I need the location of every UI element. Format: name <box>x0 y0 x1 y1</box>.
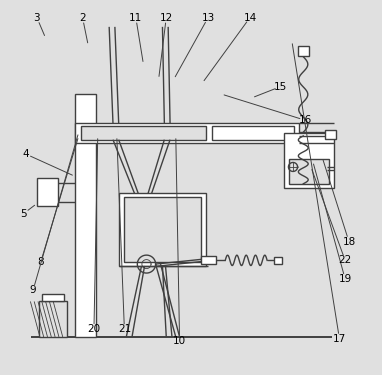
Bar <box>201 256 216 264</box>
Text: 4: 4 <box>22 149 29 159</box>
Text: 8: 8 <box>37 257 44 267</box>
Bar <box>75 123 299 142</box>
Text: 2: 2 <box>79 12 86 22</box>
Bar <box>212 126 294 140</box>
Bar <box>284 134 334 188</box>
Text: 10: 10 <box>173 336 186 346</box>
Text: 16: 16 <box>299 115 312 125</box>
Bar <box>125 197 201 262</box>
Text: 20: 20 <box>87 324 100 334</box>
Text: 21: 21 <box>118 324 131 334</box>
Bar <box>274 256 282 264</box>
Text: 12: 12 <box>160 12 173 22</box>
Text: 18: 18 <box>342 237 356 247</box>
Bar <box>42 294 64 302</box>
Bar <box>37 178 58 206</box>
Text: 3: 3 <box>34 12 40 22</box>
Text: 17: 17 <box>333 334 346 344</box>
Bar <box>81 126 206 140</box>
Text: 15: 15 <box>274 82 287 92</box>
Text: 5: 5 <box>20 209 27 219</box>
Bar <box>289 159 329 184</box>
Text: 14: 14 <box>243 12 257 22</box>
Bar <box>75 94 96 337</box>
Text: 19: 19 <box>338 274 352 284</box>
Bar <box>39 302 67 337</box>
Text: 11: 11 <box>129 12 142 22</box>
Bar <box>119 193 206 266</box>
Bar <box>298 45 309 56</box>
Text: 13: 13 <box>201 12 215 22</box>
Text: 22: 22 <box>338 255 352 266</box>
Text: 9: 9 <box>30 285 36 295</box>
Bar <box>325 130 337 139</box>
